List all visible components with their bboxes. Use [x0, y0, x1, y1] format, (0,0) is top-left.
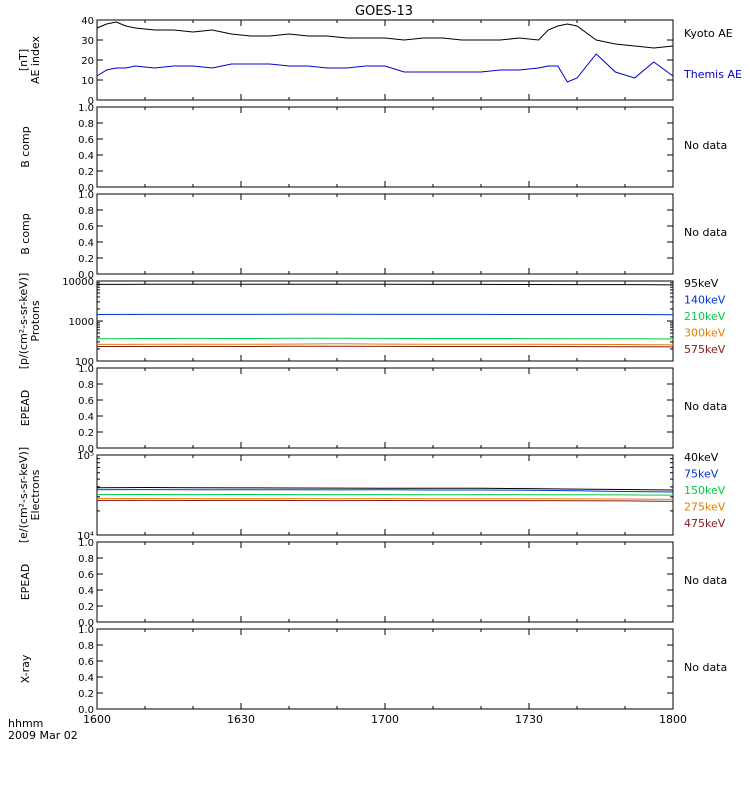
panel-frame: [97, 194, 673, 274]
series-line-575kev: [97, 346, 673, 347]
y-tick-label: 0.2: [78, 689, 94, 700]
y-tick-label: 0.6: [78, 657, 94, 668]
y-tick-label: 1.0: [78, 364, 94, 375]
y-axis-label: Protons: [29, 300, 42, 341]
y-axis-label: Electrons: [29, 469, 42, 520]
y-tick-label: 30: [81, 36, 94, 47]
panel-frame: [97, 368, 673, 448]
series-line-475kev: [97, 500, 673, 501]
no-data-label: No data: [684, 400, 727, 413]
no-data-label: No data: [684, 574, 727, 587]
date-label: 2009 Mar 02: [8, 729, 78, 742]
y-tick-label: 0.6: [78, 135, 94, 146]
y-tick-label: 0.8: [78, 380, 94, 391]
panel-electrons: 10⁴10⁵Electrons[e/(cm²-s-sr-keV)]475keV2…: [17, 447, 726, 543]
y-tick-label: 0.4: [78, 673, 94, 684]
no-data-label: No data: [684, 226, 727, 239]
y-tick-label: 1.0: [78, 190, 94, 201]
y-tick-label: 0.6: [78, 222, 94, 233]
legend-entry: 140keV: [684, 294, 726, 307]
legend-entry: 300keV: [684, 327, 726, 340]
y-tick-label: 0.6: [78, 396, 94, 407]
panel-frame: [97, 20, 673, 100]
y-tick-label: 0.4: [78, 151, 94, 162]
y-axis-label: [nT]: [17, 49, 30, 71]
y-tick-label: 0.4: [78, 586, 94, 597]
series-line-300kev: [97, 344, 673, 345]
y-tick-label: 40: [81, 16, 94, 27]
panel-protons: 100100010000Protons[p/(cm²-s-sr-keV)]575…: [17, 273, 726, 370]
legend-entry: 275keV: [684, 501, 726, 514]
plot-title: GOES-13: [355, 4, 413, 19]
legend-entry: 95keV: [684, 277, 719, 290]
legend-entry: Themis AE: [683, 68, 742, 81]
panel-frame: [97, 281, 673, 361]
legend-entry: 475keV: [684, 517, 726, 530]
series-line-themis-ae: [97, 54, 673, 82]
y-tick-label: 0.2: [78, 254, 94, 265]
x-tick-label: 1630: [227, 713, 255, 726]
y-axis-label: [e/(cm²-s-sr-keV)]: [17, 447, 30, 543]
y-tick-label: 0.2: [78, 602, 94, 613]
y-tick-label: 0.2: [78, 428, 94, 439]
y-tick-label: 10⁵: [77, 451, 94, 462]
y-tick-label: 0.2: [78, 167, 94, 178]
legend-entry: 40keV: [684, 451, 719, 464]
y-tick-label: 20: [81, 56, 94, 67]
y-axis-label: EPEAD: [19, 564, 32, 601]
legend-entry: 150keV: [684, 484, 726, 497]
y-tick-label: 10: [81, 76, 94, 87]
x-tick-label: 1600: [83, 713, 111, 726]
y-tick-label: 0.6: [78, 570, 94, 581]
series-line-275kev: [97, 499, 673, 500]
y-tick-label: 1000: [69, 317, 94, 328]
series-line-150kev: [97, 495, 673, 496]
x-tick-label: 1730: [515, 713, 543, 726]
y-tick-label: 1.0: [78, 625, 94, 636]
y-axis-label: B comp: [19, 213, 32, 255]
no-data-label: No data: [684, 661, 727, 674]
y-axis-label: EPEAD: [19, 390, 32, 427]
legend-entry: Kyoto AE: [684, 27, 733, 40]
legend-entry: 75keV: [684, 468, 719, 481]
y-axis-label: B comp: [19, 126, 32, 168]
y-tick-label: 0.4: [78, 412, 94, 423]
panel-frame: [97, 107, 673, 187]
y-tick-label: 1.0: [78, 103, 94, 114]
y-tick-label: 0.4: [78, 238, 94, 249]
y-tick-label: 1.0: [78, 538, 94, 549]
y-tick-label: 0.8: [78, 119, 94, 130]
y-tick-label: 0.8: [78, 641, 94, 652]
panel-frame: [97, 629, 673, 709]
y-tick-label: 10000: [62, 277, 94, 288]
series-line-95kev: [97, 284, 673, 285]
legend-entry: 575keV: [684, 343, 726, 356]
panel-frame: [97, 542, 673, 622]
y-tick-label: 0.8: [78, 206, 94, 217]
legend-entry: 210keV: [684, 310, 726, 323]
y-tick-label: 0.8: [78, 554, 94, 565]
no-data-label: No data: [684, 139, 727, 152]
series-line-210kev: [97, 338, 673, 339]
y-axis-label: AE index: [29, 35, 42, 84]
y-axis-label: [p/(cm²-s-sr-keV)]: [17, 273, 30, 370]
x-tick-label: 1800: [659, 713, 687, 726]
series-line-75kev: [97, 490, 673, 492]
x-tick-label: 1700: [371, 713, 399, 726]
y-axis-label: X-ray: [19, 654, 32, 683]
